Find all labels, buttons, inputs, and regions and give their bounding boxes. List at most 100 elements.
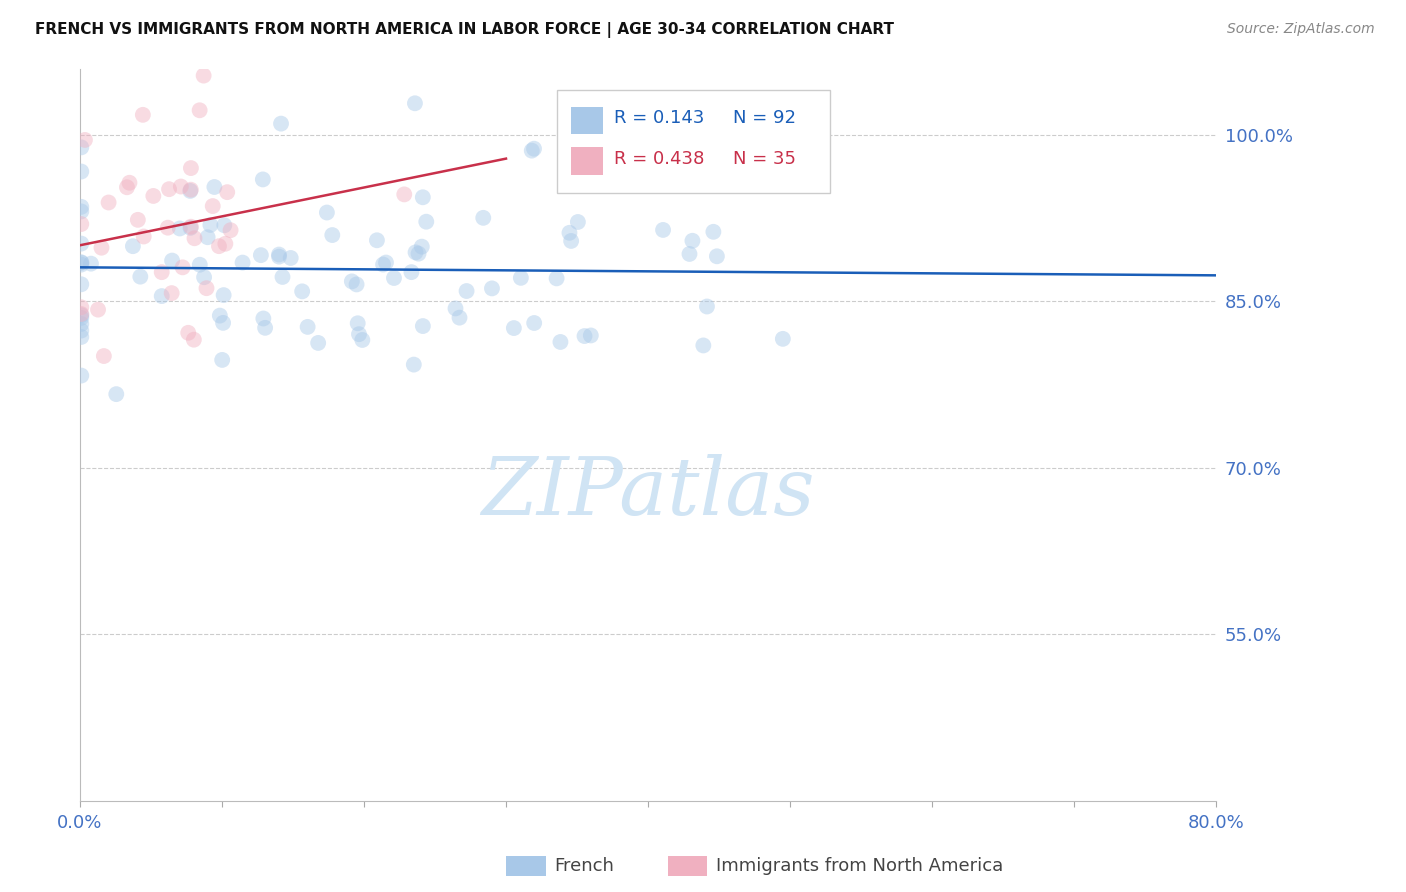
Point: [706, 249, 728, 263]
FancyBboxPatch shape: [571, 106, 603, 135]
Point: [371, 258, 394, 272]
Point: [115, 180, 138, 194]
Point: [252, 172, 274, 186]
Point: [118, 176, 141, 190]
Point: [70, 277, 93, 292]
Point: [70, 140, 93, 154]
Point: [132, 229, 155, 244]
Point: [560, 234, 582, 248]
Point: [188, 258, 211, 272]
Point: [127, 212, 149, 227]
Point: [382, 271, 405, 285]
Point: [449, 310, 471, 325]
Point: [156, 220, 179, 235]
Text: Source: ZipAtlas.com: Source: ZipAtlas.com: [1227, 22, 1375, 37]
Point: [415, 215, 437, 229]
Point: [179, 220, 201, 235]
Point: [523, 142, 546, 156]
Point: [270, 117, 292, 131]
Point: [696, 300, 718, 314]
Point: [193, 69, 215, 83]
Text: ZIPatlas: ZIPatlas: [481, 454, 815, 532]
Point: [70, 307, 93, 321]
Point: [579, 328, 602, 343]
Point: [340, 274, 363, 288]
Point: [444, 301, 467, 316]
Point: [177, 326, 200, 340]
Text: French: French: [554, 857, 614, 875]
Point: [212, 288, 235, 302]
Point: [70, 164, 93, 178]
Point: [132, 108, 155, 122]
Point: [520, 144, 543, 158]
Point: [129, 269, 152, 284]
Point: [652, 223, 675, 237]
Point: [70, 300, 93, 314]
Point: [346, 316, 368, 330]
Point: [195, 281, 218, 295]
Point: [481, 281, 503, 295]
Point: [142, 189, 165, 203]
Point: [70, 255, 93, 269]
Point: [250, 248, 273, 262]
Point: [73, 133, 96, 147]
Point: [201, 199, 224, 213]
Point: [352, 333, 374, 347]
Point: [157, 182, 180, 196]
Point: [70, 308, 93, 322]
Point: [93, 349, 115, 363]
Point: [291, 285, 314, 299]
Point: [252, 311, 274, 326]
Point: [254, 321, 277, 335]
Point: [401, 265, 423, 279]
Point: [183, 231, 205, 245]
Point: [188, 103, 211, 118]
Point: [70, 258, 93, 272]
Point: [772, 332, 794, 346]
Point: [208, 239, 231, 253]
Point: [150, 265, 173, 279]
Point: [232, 255, 254, 269]
Text: R = 0.143: R = 0.143: [614, 110, 704, 128]
Point: [280, 251, 302, 265]
Point: [180, 219, 202, 234]
Text: Immigrants from North America: Immigrants from North America: [716, 857, 1002, 875]
Point: [180, 161, 202, 175]
Point: [346, 277, 368, 292]
Point: [509, 270, 531, 285]
Point: [97, 195, 120, 210]
Point: [179, 184, 201, 198]
Point: [70, 317, 93, 331]
Point: [80, 257, 103, 271]
Point: [297, 319, 319, 334]
Point: [366, 233, 388, 247]
Point: [678, 247, 700, 261]
Point: [169, 221, 191, 235]
Point: [219, 223, 242, 237]
Point: [412, 319, 434, 334]
Text: N = 92: N = 92: [734, 110, 796, 128]
Point: [523, 316, 546, 330]
Point: [70, 330, 93, 344]
Point: [70, 324, 93, 338]
Point: [546, 271, 568, 285]
Point: [180, 183, 202, 197]
Point: [681, 234, 703, 248]
Point: [456, 284, 478, 298]
Point: [574, 329, 596, 343]
Point: [214, 219, 236, 233]
Point: [271, 269, 294, 284]
Point: [217, 185, 239, 199]
Point: [150, 289, 173, 303]
Point: [170, 179, 193, 194]
Point: [160, 286, 183, 301]
Point: [193, 270, 215, 285]
Point: [267, 250, 290, 264]
Point: [212, 316, 235, 330]
Point: [211, 352, 233, 367]
Point: [404, 96, 426, 111]
Point: [412, 190, 434, 204]
FancyBboxPatch shape: [557, 90, 830, 193]
Point: [160, 253, 183, 268]
Point: [70, 368, 93, 383]
